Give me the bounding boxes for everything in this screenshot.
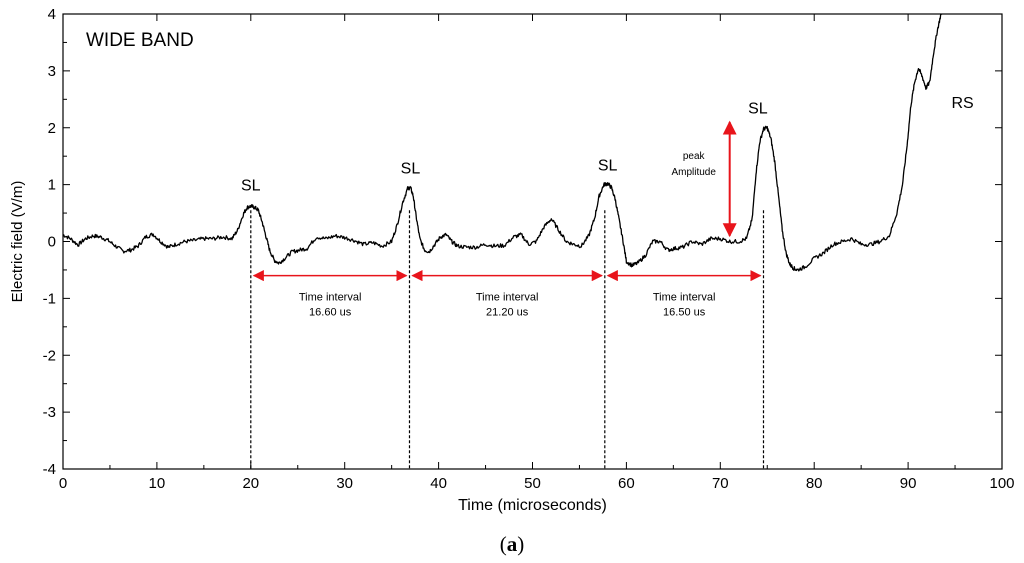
x-tick-label: 0 — [59, 475, 67, 492]
y-tick-label: 4 — [48, 6, 56, 23]
y-tick-label: -4 — [43, 461, 56, 478]
x-tick-label: 30 — [336, 475, 353, 492]
y-tick-label: 2 — [48, 120, 56, 137]
x-tick-label: 90 — [900, 475, 917, 492]
interval-label-2: Time interval — [653, 292, 716, 304]
interval-value-2: 16.50 us — [663, 307, 706, 319]
x-tick-label: 80 — [806, 475, 823, 492]
x-tick-label: 40 — [430, 475, 447, 492]
plot-area: 0 10 20 30 40 50 60 70 80 90 100 -4 -3 -2 -1 0 1 2 3 4 Time … — [9, 6, 1015, 514]
figure-caption: (a) — [499, 532, 525, 556]
y-tick-label: 1 — [48, 177, 56, 194]
interval-value-0: 16.60 us — [309, 307, 352, 319]
chart-title: WIDE BAND — [86, 30, 194, 51]
x-tick-label: 20 — [242, 475, 259, 492]
y-tick-label: -1 — [43, 290, 56, 307]
series-line-0 — [63, 14, 943, 272]
peak-amplitude-label-1: peak — [683, 151, 706, 162]
x-tick-label: 70 — [712, 475, 729, 492]
y-axis-label: Electric field (V/m) — [9, 181, 26, 303]
x-tick-label: 50 — [524, 475, 541, 492]
sl-label-3: SL — [748, 101, 768, 118]
interval-label-1: Time interval — [476, 292, 539, 304]
sl-label-0: SL — [241, 177, 261, 194]
interval-value-1: 21.20 us — [486, 307, 529, 319]
y-tick-label: 3 — [48, 63, 56, 80]
x-tick-label: 100 — [989, 475, 1014, 492]
y-tick-label: -2 — [43, 347, 56, 364]
rs-label: RS — [951, 95, 973, 112]
sl-label-1: SL — [401, 160, 421, 177]
x-axis-label: Time (microseconds) — [458, 497, 607, 514]
interval-label-0: Time interval — [299, 292, 362, 304]
peak-amplitude-label-2: Amplitude — [671, 167, 716, 178]
y-tick-label: -3 — [43, 404, 56, 421]
x-tick-label: 10 — [149, 475, 166, 492]
x-tick-label: 60 — [618, 475, 635, 492]
sl-label-2: SL — [598, 157, 618, 174]
y-tick-label: 0 — [48, 234, 56, 251]
caption-letter: a — [506, 532, 518, 556]
